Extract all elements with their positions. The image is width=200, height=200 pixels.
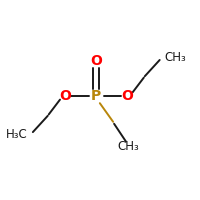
Text: O: O [60,89,71,103]
Text: CH₃: CH₃ [165,51,186,64]
Text: P: P [91,89,101,103]
Text: H₃C: H₃C [6,128,28,141]
Text: O: O [90,54,102,68]
Text: O: O [121,89,133,103]
Text: CH₃: CH₃ [117,140,139,153]
